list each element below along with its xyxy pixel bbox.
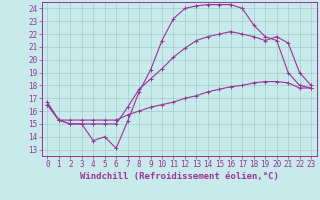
X-axis label: Windchill (Refroidissement éolien,°C): Windchill (Refroidissement éolien,°C) [80,172,279,181]
